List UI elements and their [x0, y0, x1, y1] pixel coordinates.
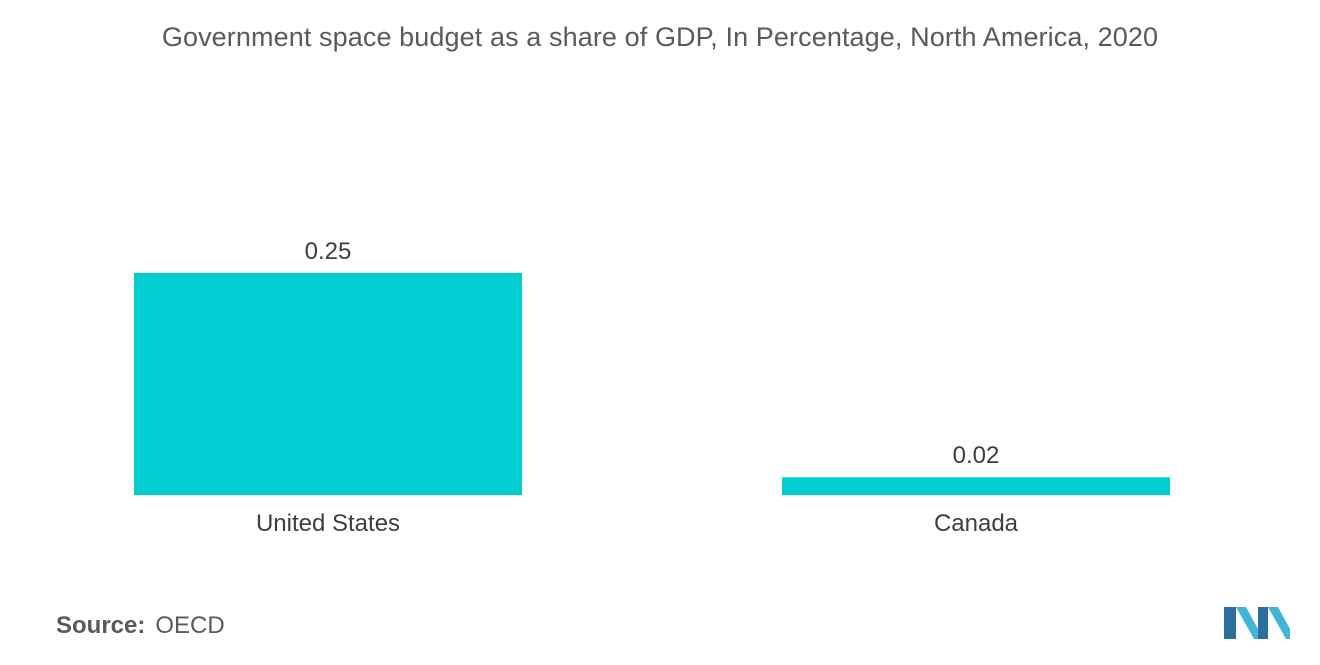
brand-logo-icon [1224, 607, 1290, 639]
bar-value-label: 0.02 [953, 442, 1000, 469]
bar-value-label: 0.25 [305, 238, 352, 265]
logo-shape-diag-1 [1236, 607, 1258, 639]
source-value: OECD [155, 612, 225, 639]
bars-layer: 0.25 United States 0.02 Canada [134, 238, 1170, 537]
source-label: Source: [56, 612, 146, 639]
bar-united-states [134, 273, 522, 495]
bar-chart: 0.25 United States 0.02 Canada [134, 238, 1170, 537]
logo-shape-left [1224, 607, 1236, 639]
source-note: Source: OECD [56, 612, 225, 640]
chart-title: Government space budget as a share of GD… [161, 22, 1159, 52]
logo-shape-diag-2 [1268, 607, 1290, 639]
category-label: United States [256, 510, 400, 537]
logo-shape-middle [1258, 607, 1268, 639]
category-label: Canada [934, 510, 1019, 537]
bar-canada [782, 477, 1170, 495]
